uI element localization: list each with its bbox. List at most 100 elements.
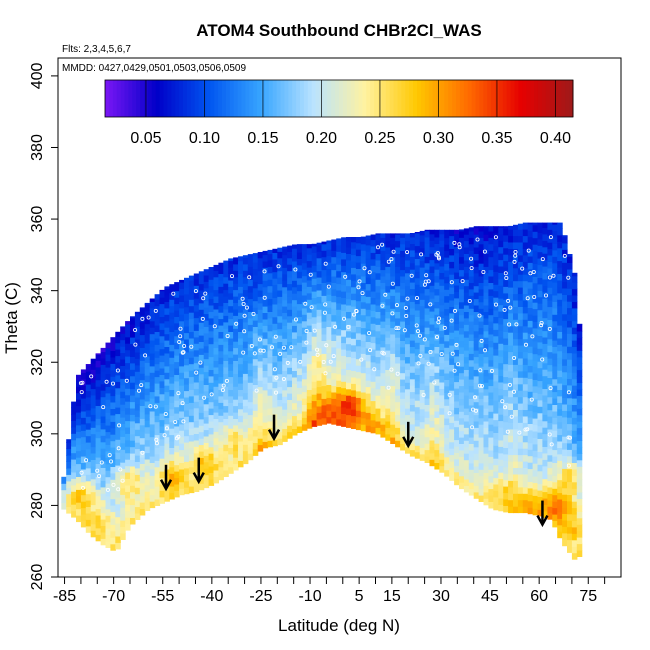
heatmap-cell <box>355 345 362 353</box>
heatmap-cell <box>473 272 480 280</box>
heatmap-cell <box>341 265 347 273</box>
heatmap-cell <box>331 353 337 361</box>
colorbar-swatch <box>385 80 391 117</box>
heatmap-cell <box>267 292 273 300</box>
heatmap-cell <box>188 350 195 358</box>
heatmap-cell <box>488 301 494 309</box>
heatmap-cell <box>125 369 131 376</box>
heatmap-cell <box>498 291 504 299</box>
heatmap-cell <box>419 331 426 339</box>
sample-point <box>477 383 482 388</box>
heatmap-cell <box>218 331 224 339</box>
heatmap-cell <box>355 262 362 269</box>
heatmap-cell <box>483 440 489 448</box>
heatmap-cell <box>557 234 563 242</box>
heatmap-cell <box>488 237 494 245</box>
heatmap-cell <box>424 333 431 341</box>
heatmap-cell <box>272 297 278 305</box>
heatmap-cell <box>400 398 406 406</box>
heatmap-cell <box>419 344 426 352</box>
heatmap-cell <box>134 480 141 488</box>
sample-point <box>315 352 320 357</box>
heatmap-cell <box>120 404 126 412</box>
heatmap-cell <box>468 288 475 296</box>
heatmap-cell <box>188 299 195 307</box>
heatmap-cell <box>218 389 224 397</box>
heatmap-cell <box>493 464 499 472</box>
heatmap-cell <box>513 293 519 301</box>
heatmap-cell <box>473 395 480 403</box>
heatmap-cell <box>292 318 298 326</box>
heatmap-cell <box>262 299 269 307</box>
heatmap-cell <box>483 356 489 364</box>
heatmap-cell <box>390 250 396 258</box>
heatmap-cell <box>198 271 205 278</box>
heatmap-cell <box>375 247 381 254</box>
heatmap-cell <box>316 315 323 323</box>
heatmap-cell <box>174 483 180 491</box>
heatmap-cell <box>508 351 514 359</box>
heatmap-cell <box>576 421 583 429</box>
heatmap-cell <box>380 276 386 283</box>
heatmap-cell <box>498 381 504 389</box>
heatmap-cell <box>233 308 239 316</box>
heatmap-cell <box>149 365 156 373</box>
heatmap-cell <box>434 288 440 296</box>
sample-point <box>529 397 534 402</box>
heatmap-cell <box>115 529 121 537</box>
heatmap-cell <box>223 328 229 336</box>
heatmap-cell <box>424 320 431 328</box>
heatmap-cell <box>292 306 298 313</box>
sample-point <box>436 316 441 321</box>
heatmap-cell <box>576 324 583 332</box>
heatmap-cell <box>213 341 219 349</box>
y-tick-label: 260 <box>29 564 46 591</box>
heatmap-cell <box>85 480 92 488</box>
heatmap-cell <box>468 379 475 387</box>
heatmap-cell <box>238 305 244 313</box>
heatmap-cell <box>120 468 126 476</box>
heatmap-cell <box>169 473 175 481</box>
heatmap-cell <box>296 374 303 382</box>
sample-point <box>177 339 182 344</box>
heatmap-cell <box>213 476 219 484</box>
heatmap-cell <box>213 412 219 419</box>
heatmap-cell <box>454 471 460 479</box>
heatmap-cell <box>257 425 264 433</box>
heatmap-cell <box>424 378 431 386</box>
heatmap-cell <box>149 481 156 489</box>
heatmap-cell <box>547 332 553 340</box>
heatmap-cell <box>483 266 489 274</box>
heatmap-cell <box>208 363 215 370</box>
heatmap-cell <box>277 296 283 304</box>
heatmap-cell <box>355 237 362 244</box>
heatmap-cell <box>557 453 563 461</box>
heatmap-cell <box>434 282 440 290</box>
heatmap-cell <box>571 417 578 425</box>
heatmap-cell <box>223 354 229 361</box>
sample-point <box>418 353 423 358</box>
heatmap-cell <box>76 412 82 419</box>
heatmap-cell <box>527 243 534 251</box>
heatmap-cell <box>331 301 337 309</box>
heatmap-cell <box>562 288 568 295</box>
heatmap-cell <box>503 453 509 461</box>
heatmap-cell <box>542 311 548 319</box>
heatmap-cell <box>125 510 131 518</box>
heatmap-cell <box>414 297 421 305</box>
heatmap-cell <box>272 323 278 331</box>
heatmap-cell <box>134 513 141 520</box>
heatmap-cell <box>405 337 411 345</box>
colorbar-swatch <box>222 80 227 117</box>
heatmap-cell <box>365 380 372 388</box>
heatmap-cell <box>228 357 234 365</box>
heatmap-cell <box>277 251 283 259</box>
heatmap-cell <box>537 509 543 517</box>
heatmap-cell <box>542 510 548 518</box>
heatmap-cell <box>169 337 175 345</box>
sample-point <box>526 248 531 253</box>
heatmap-cell <box>567 320 573 328</box>
heatmap-cell <box>223 366 229 374</box>
heatmap-cell <box>346 401 352 409</box>
heatmap-cell <box>267 279 273 287</box>
